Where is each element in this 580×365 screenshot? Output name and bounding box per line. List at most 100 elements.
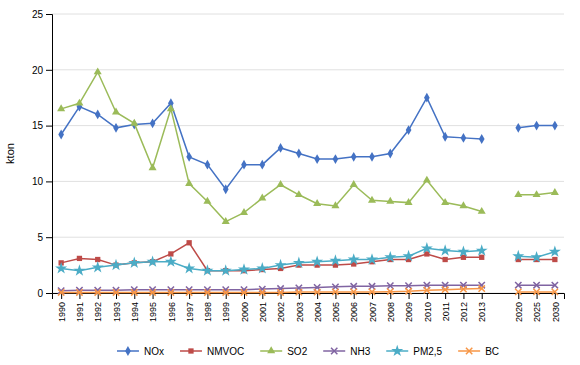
point [551, 188, 559, 195]
tick: 25 [32, 9, 52, 20]
point [186, 289, 192, 295]
point [168, 289, 174, 295]
point [241, 160, 247, 170]
point [333, 154, 339, 164]
point [406, 125, 412, 135]
point [405, 198, 413, 205]
tick-label: 2025 [532, 302, 542, 322]
grid-line [52, 69, 564, 70]
line [61, 243, 555, 271]
tick: 2001 [258, 293, 268, 322]
tick-mark [518, 293, 519, 299]
x-axis: 1990199119921993199419951996199719981999… [53, 293, 565, 322]
tick-label: 1998 [203, 302, 213, 322]
point [112, 108, 120, 115]
tick-label: 2013 [477, 302, 487, 322]
tick: 20 [32, 65, 52, 76]
point [203, 197, 211, 204]
tick: 2012 [459, 293, 469, 322]
tick-label: 2008 [386, 302, 396, 322]
tick: 1992 [93, 293, 103, 322]
grid-line [52, 237, 564, 238]
tick: 2010 [423, 293, 433, 322]
point [424, 287, 430, 293]
tick: 1991 [75, 293, 85, 322]
point [423, 176, 431, 183]
tick: 1999 [221, 293, 231, 322]
series [57, 67, 559, 224]
point [533, 289, 539, 295]
point [329, 254, 341, 265]
point [479, 282, 485, 288]
legend-label: PM2,5 [413, 346, 442, 357]
point [201, 264, 213, 275]
point [258, 193, 266, 200]
point [442, 257, 447, 262]
tick-mark [445, 293, 446, 299]
tick: 5 [37, 232, 52, 243]
point [552, 289, 558, 295]
tick-label: 2001 [258, 302, 268, 322]
point [348, 253, 360, 264]
point [533, 190, 541, 197]
tick-mark [46, 70, 52, 71]
point [55, 262, 67, 273]
tick: 2009 [404, 293, 414, 322]
point [424, 93, 430, 103]
tick-label: 0 [37, 288, 43, 299]
point [534, 121, 540, 131]
point [186, 152, 192, 162]
axis-title: kton [4, 143, 16, 164]
point [149, 163, 157, 170]
y-axis: 0510152025 [32, 9, 53, 299]
point [460, 286, 466, 292]
tick: 2003 [295, 293, 305, 322]
point [94, 67, 102, 74]
point [220, 264, 232, 275]
point [331, 201, 339, 208]
point [240, 208, 248, 215]
point [461, 133, 467, 143]
point [351, 152, 357, 162]
tick-label: 2010 [423, 302, 433, 322]
tick: 1993 [112, 293, 122, 322]
point [405, 288, 411, 294]
point [332, 289, 338, 295]
tick: 2000 [240, 293, 250, 322]
tick-label: 2009 [404, 302, 414, 322]
point [223, 184, 229, 194]
point [441, 198, 449, 205]
point [442, 286, 448, 292]
tick-label: 2006 [349, 302, 359, 322]
point [387, 288, 393, 294]
legend-label: SO2 [287, 346, 307, 357]
point [222, 217, 230, 224]
point [296, 289, 302, 295]
tick-label: 25 [32, 9, 44, 20]
point [386, 197, 394, 204]
point [476, 244, 488, 255]
point [113, 289, 119, 295]
tick-mark [46, 181, 52, 182]
point [130, 119, 138, 126]
series [58, 93, 557, 194]
point [167, 104, 175, 111]
grid-line [52, 14, 564, 15]
tick-mark [482, 293, 483, 299]
tick-mark [354, 293, 355, 299]
point [369, 289, 375, 295]
tick: 2025 [532, 293, 542, 322]
legend-symbol [391, 345, 403, 356]
point [277, 180, 285, 187]
point [149, 289, 155, 295]
point [478, 207, 486, 214]
point [92, 261, 104, 272]
point [514, 190, 522, 197]
tick-label: 1994 [130, 302, 140, 322]
tick-mark [46, 14, 52, 15]
point [205, 160, 211, 170]
legend-item: BC [458, 346, 499, 357]
point [277, 289, 283, 295]
plot: 0510152025199019911992199319941995199619… [32, 9, 565, 322]
tick: 1994 [130, 293, 140, 322]
